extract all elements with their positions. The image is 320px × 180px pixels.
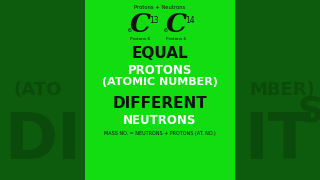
Text: MASS NO. = NEUTRONS + PROTONS (AT. NO.): MASS NO. = NEUTRONS + PROTONS (AT. NO.): [104, 132, 216, 136]
Text: (ATO: (ATO: [14, 81, 62, 99]
Text: (ATOMIC NUMBER): (ATOMIC NUMBER): [102, 77, 218, 87]
Text: 14: 14: [185, 16, 195, 25]
Text: Protons 6: Protons 6: [130, 37, 150, 41]
Text: 6: 6: [164, 28, 168, 33]
Text: NEUTRONS: NEUTRONS: [123, 114, 197, 127]
Text: EQUAL: EQUAL: [132, 46, 188, 60]
Text: S: S: [297, 95, 320, 129]
Text: Protons 6: Protons 6: [166, 37, 186, 41]
Text: C: C: [165, 12, 187, 37]
Text: MBER): MBER): [249, 81, 315, 99]
Text: IT: IT: [244, 110, 311, 172]
Text: DI: DI: [4, 110, 81, 172]
Text: DIFFERENT: DIFFERENT: [113, 96, 207, 111]
Text: C: C: [130, 12, 150, 37]
Text: Protons + Neutrons: Protons + Neutrons: [134, 5, 186, 10]
FancyBboxPatch shape: [85, 0, 235, 180]
Text: 6: 6: [128, 28, 132, 33]
Text: 13: 13: [149, 16, 159, 25]
Text: PROTONS: PROTONS: [128, 64, 192, 76]
